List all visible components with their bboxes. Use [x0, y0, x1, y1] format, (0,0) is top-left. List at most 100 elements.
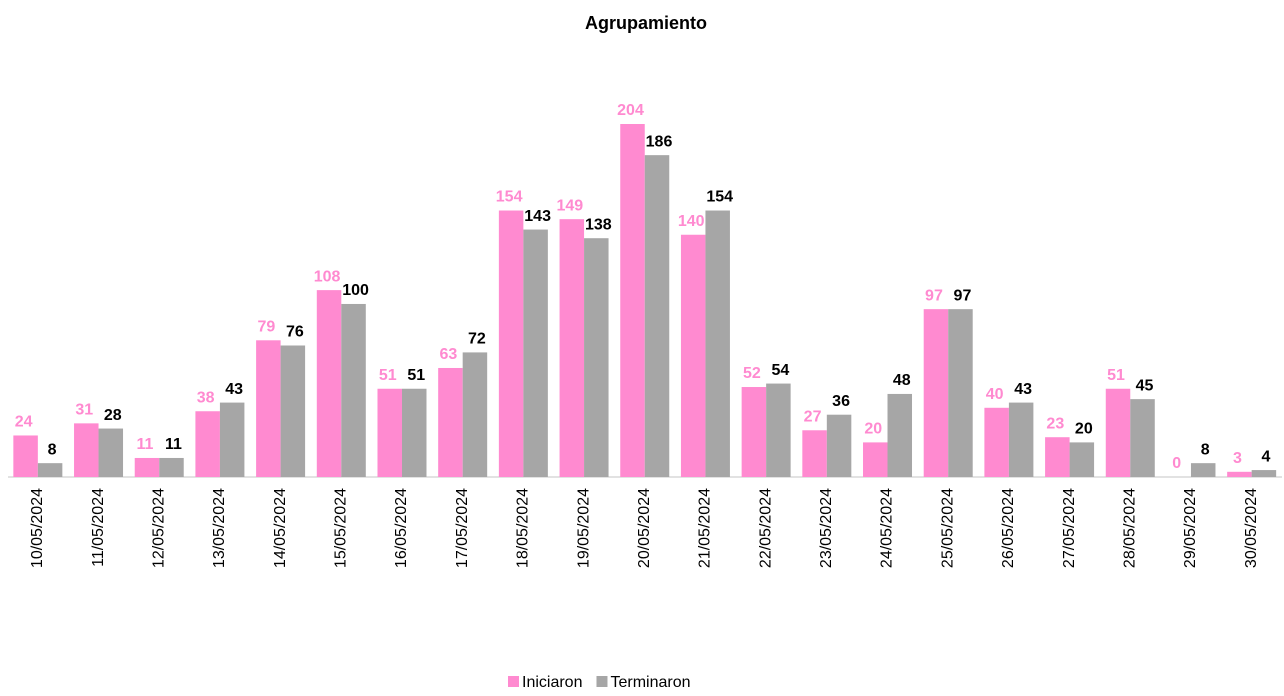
bar — [1251, 470, 1277, 477]
bar — [280, 345, 306, 477]
bar — [341, 303, 366, 477]
bar — [680, 234, 706, 477]
x-tick-label: 10/05/2024 — [29, 488, 46, 568]
x-tick-label: 18/05/2024 — [515, 488, 532, 568]
value-label: 11 — [165, 436, 182, 453]
value-label: 40 — [986, 386, 1004, 403]
x-tick-label: 15/05/2024 — [333, 488, 350, 568]
value-label: 36 — [832, 393, 850, 410]
bar — [256, 340, 281, 477]
value-label: 4 — [1261, 448, 1270, 465]
legend-swatch — [508, 676, 519, 687]
value-label: 0 — [1172, 455, 1181, 472]
chart-title: Agrupamiento — [585, 13, 707, 33]
bar — [705, 210, 730, 478]
value-label: 149 — [556, 197, 583, 214]
value-label: 97 — [954, 287, 972, 304]
legend-label: Iniciaron — [522, 674, 582, 691]
bar — [766, 383, 791, 477]
value-label: 45 — [1136, 377, 1154, 394]
value-label: 186 — [646, 133, 673, 150]
bar — [741, 387, 767, 477]
value-label: 11 — [137, 436, 154, 453]
x-tick-label: 17/05/2024 — [454, 488, 471, 568]
value-label: 154 — [706, 189, 733, 206]
bar — [98, 428, 124, 477]
bar — [1227, 471, 1252, 477]
value-label: 28 — [104, 407, 122, 424]
bar — [13, 435, 38, 477]
value-label: 76 — [286, 324, 304, 341]
bar — [923, 309, 949, 477]
bar — [195, 411, 220, 477]
bar — [559, 219, 585, 477]
x-tick-label: 14/05/2024 — [272, 488, 289, 568]
bar — [462, 352, 488, 477]
bar — [984, 407, 1009, 477]
value-label: 27 — [804, 408, 822, 425]
x-tick-label: 23/05/2024 — [818, 488, 835, 568]
bar — [584, 238, 609, 477]
value-label: 100 — [342, 282, 369, 299]
value-label: 72 — [468, 331, 486, 348]
x-tick-label: 24/05/2024 — [879, 488, 896, 568]
value-label: 51 — [407, 367, 425, 384]
x-tick-label: 27/05/2024 — [1061, 488, 1078, 568]
x-tick-label: 21/05/2024 — [697, 488, 714, 568]
value-label: 51 — [1107, 367, 1125, 384]
value-label: 204 — [617, 102, 644, 119]
x-tick-label: 28/05/2024 — [1121, 488, 1138, 568]
bar — [498, 210, 524, 478]
x-tick-label: 11/05/2024 — [90, 488, 107, 567]
bar — [802, 430, 827, 477]
value-label: 54 — [771, 362, 789, 379]
x-tick-label: 29/05/2024 — [1182, 488, 1199, 568]
value-label: 43 — [225, 381, 243, 398]
bar — [887, 393, 913, 477]
x-tick-label: 16/05/2024 — [393, 488, 410, 568]
bar — [1008, 402, 1034, 477]
value-label: 154 — [496, 189, 523, 206]
value-label: 43 — [1014, 381, 1032, 398]
x-tick-label: 19/05/2024 — [575, 488, 592, 568]
bar — [134, 457, 160, 477]
value-label: 63 — [440, 346, 458, 363]
value-label: 8 — [48, 441, 57, 458]
bar — [1130, 399, 1155, 477]
bar — [948, 309, 973, 477]
value-label: 23 — [1046, 415, 1064, 432]
legend-label: Terminaron — [610, 674, 690, 691]
bar — [523, 229, 548, 477]
value-label: 143 — [524, 208, 551, 225]
bar — [219, 402, 245, 477]
x-tick-label: 30/05/2024 — [1243, 488, 1260, 568]
x-tick-label: 20/05/2024 — [636, 488, 653, 568]
bar — [826, 414, 852, 477]
x-tick-label: 12/05/2024 — [150, 488, 167, 568]
value-label: 31 — [75, 402, 93, 419]
bar — [438, 367, 463, 477]
bar — [1190, 463, 1216, 477]
bar — [1105, 388, 1131, 477]
bar — [159, 457, 184, 477]
x-tick-label: 13/05/2024 — [211, 488, 228, 568]
x-tick-label: 26/05/2024 — [1000, 488, 1017, 568]
bar — [1069, 442, 1095, 477]
bar — [1045, 437, 1070, 477]
value-label: 97 — [925, 287, 943, 304]
value-label: 108 — [314, 268, 341, 285]
bar — [620, 124, 645, 477]
value-label: 140 — [678, 213, 705, 230]
x-tick-label: 22/05/2024 — [757, 488, 774, 568]
bar — [863, 442, 888, 477]
value-label: 38 — [197, 389, 215, 406]
value-label: 51 — [379, 367, 397, 384]
value-label: 52 — [743, 365, 761, 382]
value-label: 20 — [864, 421, 882, 438]
bar — [37, 463, 63, 477]
bar — [316, 290, 342, 477]
bar — [377, 388, 402, 477]
x-tick-label: 25/05/2024 — [939, 488, 956, 568]
value-label: 3 — [1233, 450, 1242, 467]
